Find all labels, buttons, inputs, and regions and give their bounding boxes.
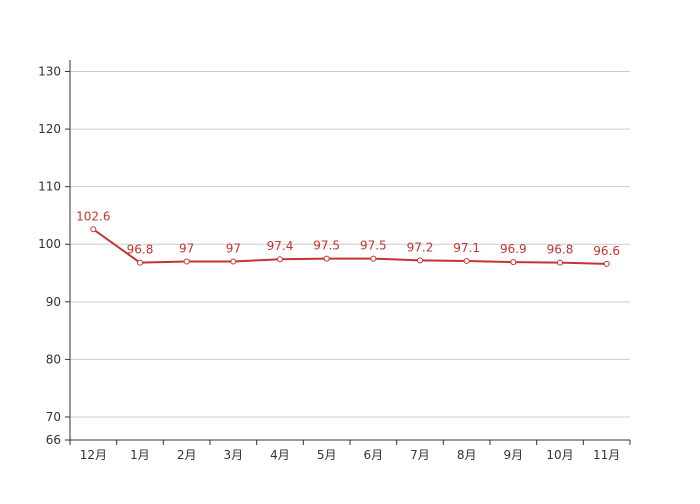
y-tick-label: 70 <box>46 410 61 424</box>
data-label: 97.2 <box>407 240 434 254</box>
x-tick-label: 2月 <box>177 448 197 462</box>
data-label: 97.5 <box>360 239 387 253</box>
data-label: 97.1 <box>453 241 480 255</box>
y-tick-label: 100 <box>38 237 61 251</box>
data-point <box>417 257 423 264</box>
data-label: 96.8 <box>547 243 574 257</box>
data-label: 97 <box>179 242 194 256</box>
data-point <box>90 226 97 233</box>
data-label: 102.6 <box>76 209 110 223</box>
y-tick-label: 66 <box>46 433 61 447</box>
data-point <box>277 256 283 263</box>
x-tick-label: 4月 <box>270 448 290 462</box>
y-tick-label: 80 <box>46 352 61 366</box>
x-tick-label: 3月 <box>224 448 244 462</box>
data-label: 96.8 <box>127 243 154 257</box>
series-layer <box>90 226 610 267</box>
x-tick-label: 10月 <box>546 448 573 462</box>
gridlines <box>70 71 630 418</box>
data-point <box>137 259 143 266</box>
y-tick-label: 120 <box>38 122 61 136</box>
x-tick-label: 11月 <box>593 448 620 462</box>
series-line <box>92 228 607 265</box>
x-tick-label: 5月 <box>317 448 337 462</box>
y-tick-label: 90 <box>46 295 61 309</box>
x-tick-label: 12月 <box>80 448 107 462</box>
data-label: 97 <box>226 242 241 256</box>
data-point <box>323 255 330 262</box>
data-point <box>370 255 377 262</box>
data-point <box>510 259 517 266</box>
y-tick-label: 110 <box>38 180 61 194</box>
data-point <box>183 258 190 265</box>
data-point <box>230 258 237 265</box>
data-point <box>463 257 470 264</box>
data-label: 96.9 <box>500 242 527 256</box>
x-tick-label: 6月 <box>364 448 384 462</box>
data-label: 97.5 <box>313 239 340 253</box>
y-tick-label: 130 <box>38 65 61 79</box>
x-tick-label: 8月 <box>457 448 477 462</box>
data-point <box>603 260 610 267</box>
x-tick-label: 9月 <box>504 448 524 462</box>
axes: 66 70 80 90 100 110 120 130 12月 1月 2月 3月 4月 5月 6月 7月 8月 9… <box>38 60 631 462</box>
data-label: 97.4 <box>267 239 294 253</box>
data-point <box>557 259 563 266</box>
x-tick-label: 7月 <box>410 448 430 462</box>
data-labels: 102.6 96.8 97 97 97.4 97.5 97.5 97.2 97.1 96.9 96.… <box>76 209 620 258</box>
data-label: 96.6 <box>593 244 620 258</box>
x-tick-label: 1月 <box>130 448 150 462</box>
